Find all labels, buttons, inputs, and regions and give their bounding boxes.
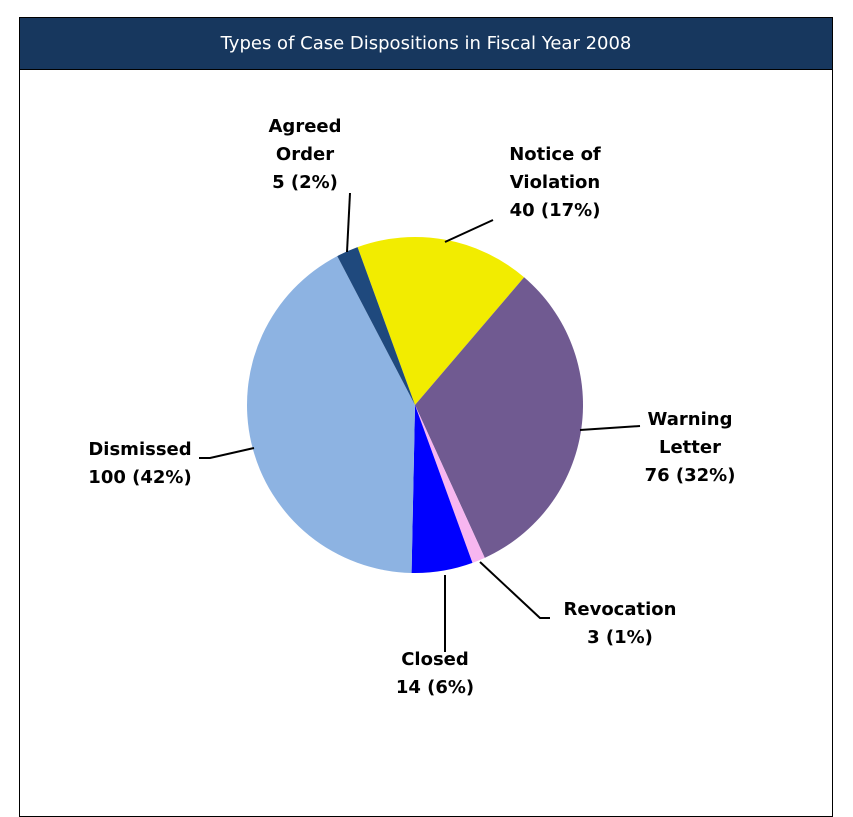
leader-line: [444, 219, 494, 243]
leader-line: [199, 447, 255, 459]
slice-label: Agreed Order 5 (2%): [265, 113, 345, 197]
leader-line: [479, 561, 550, 619]
category-label: Agreed Order: [268, 116, 342, 165]
value-label: 14 (6%): [395, 677, 475, 698]
value-label: 5 (2%): [272, 172, 338, 193]
value-label: 40 (17%): [509, 200, 601, 221]
value-label: 100 (42%): [88, 467, 192, 488]
pie-slice: [337, 247, 415, 405]
chart-frame: Types of Case Dispositions in Fiscal Yea…: [19, 17, 833, 817]
chart-title: Types of Case Dispositions in Fiscal Yea…: [20, 18, 832, 70]
slice-label: Warning Letter 76 (32%): [640, 406, 740, 490]
value-label: 3 (1%): [587, 627, 653, 648]
pie-slice: [357, 236, 525, 405]
leader-line: [579, 425, 641, 431]
category-label: Warning Letter: [647, 409, 733, 458]
slice-label: Dismissed 100 (42%): [75, 436, 205, 492]
pie-slice: [415, 277, 583, 558]
value-label: 76 (32%): [644, 465, 736, 486]
category-label: Closed: [401, 649, 469, 670]
category-label: Dismissed: [88, 439, 192, 460]
category-label: Notice of Violation: [509, 144, 601, 193]
pie-slice: [246, 256, 415, 573]
leader-line: [346, 192, 351, 253]
pie-slice: [411, 405, 473, 573]
slice-label: Revocation 3 (1%): [555, 596, 685, 652]
category-label: Revocation: [563, 599, 677, 620]
pie-slice: [415, 405, 485, 563]
slice-label: Closed 14 (6%): [385, 646, 485, 702]
slice-label: Notice of Violation 40 (17%): [490, 141, 620, 225]
leader-lines: [199, 192, 641, 652]
